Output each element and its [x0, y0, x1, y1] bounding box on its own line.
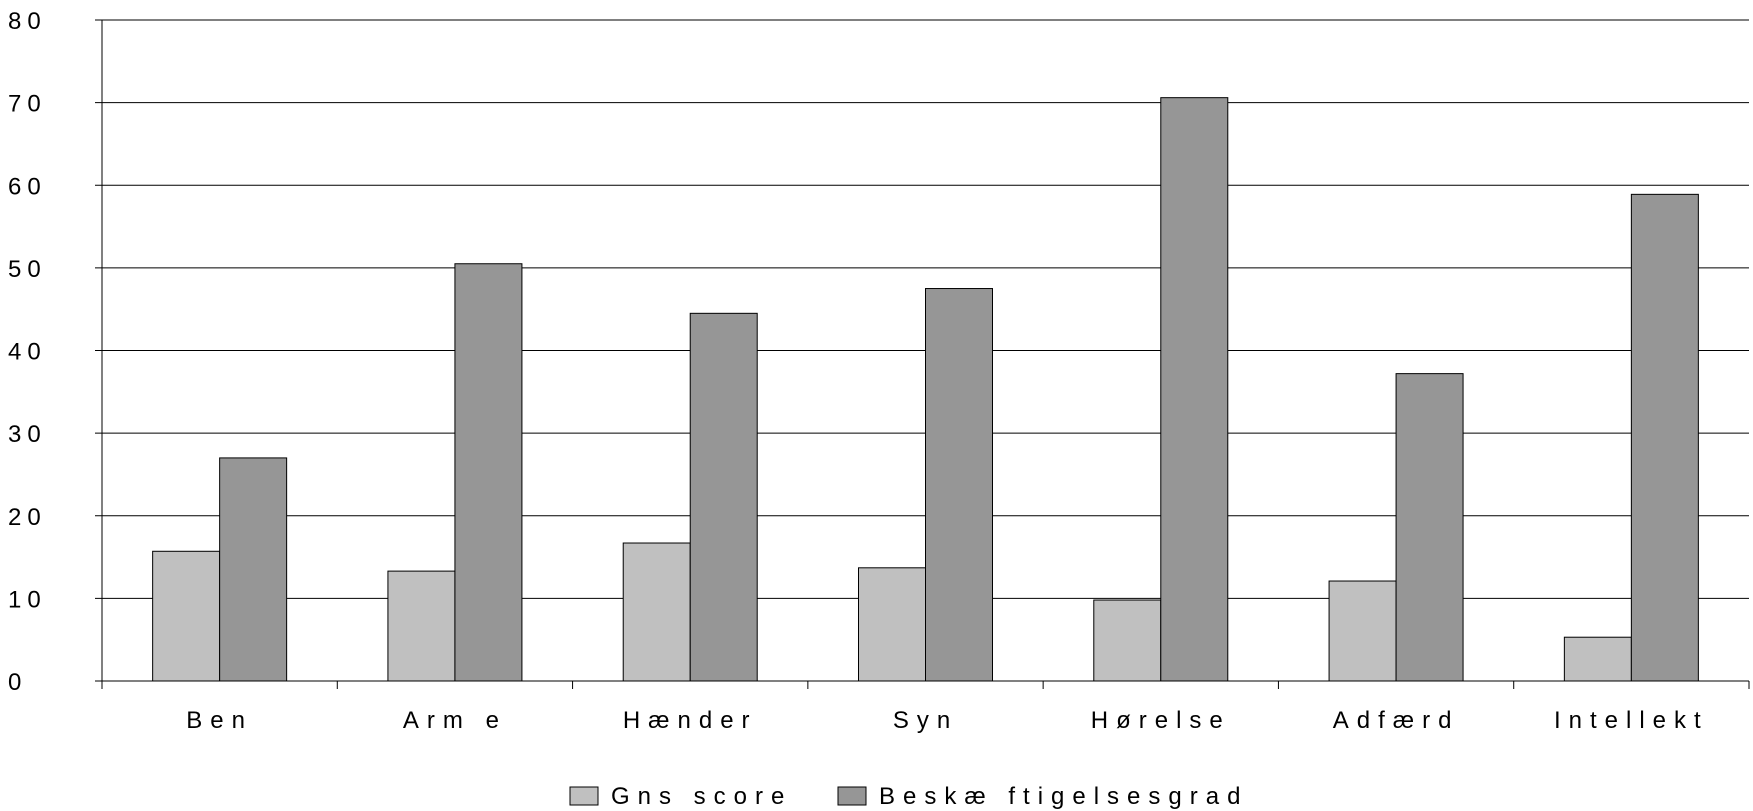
bar-beskaeftigelsesgrad — [1160, 97, 1229, 682]
x-category-labels: Ben Arm e Hænder Syn Hørelse Adfærd Intellekt — [101, 681, 1750, 734]
x-category-label: Syn — [893, 707, 958, 734]
legend-label-gns-score: Gns score — [611, 783, 792, 810]
y-tick-label: 40 — [8, 339, 47, 366]
bar-beskaeftigelsesgrad — [1630, 193, 1699, 682]
bar-gns-score — [1328, 580, 1397, 682]
bars — [152, 97, 1699, 682]
legend-label-beskaeftigelsesgrad: Beskæ ftigelsesgrad — [879, 783, 1248, 810]
bar-gns-score — [1563, 636, 1632, 682]
bar-gns-score — [1093, 599, 1162, 682]
y-tick-label: 10 — [8, 586, 47, 613]
bar-gns-score — [622, 542, 691, 682]
y-tick-label: 70 — [8, 91, 47, 118]
bar-gns-score — [387, 570, 456, 682]
legend-swatch-gns-score — [569, 786, 599, 806]
y-tick-labels: 0 10 20 30 40 50 60 70 80 — [8, 8, 102, 696]
bar-gns-score — [858, 567, 926, 682]
y-tick-label: 0 — [8, 669, 27, 696]
y-tick-label: 60 — [8, 173, 47, 200]
x-category-label: Adfærd — [1333, 707, 1460, 734]
x-category-label: Intellekt — [1554, 707, 1709, 734]
y-tick-label: 50 — [8, 256, 47, 283]
bar-beskaeftigelsesgrad — [925, 288, 993, 682]
bar-beskaeftigelsesgrad — [689, 312, 758, 682]
x-category-label: Arm e — [403, 707, 507, 734]
y-tick-label: 20 — [8, 504, 47, 531]
bar-beskaeftigelsesgrad — [1395, 373, 1464, 682]
x-category-label: Hørelse — [1091, 707, 1231, 734]
x-category-label: Ben — [186, 707, 253, 734]
y-tick-label: 30 — [8, 421, 47, 448]
y-tick-label: 80 — [8, 8, 47, 35]
legend-swatch-beskaeftigelsesgrad — [837, 786, 867, 806]
bar-beskaeftigelsesgrad — [219, 457, 288, 682]
bar-gns-score — [152, 550, 221, 682]
bar-beskaeftigelsesgrad — [454, 263, 523, 682]
legend: Gns score Beskæ ftigelsesgrad — [569, 783, 1248, 810]
x-category-label: Hænder — [623, 707, 758, 734]
